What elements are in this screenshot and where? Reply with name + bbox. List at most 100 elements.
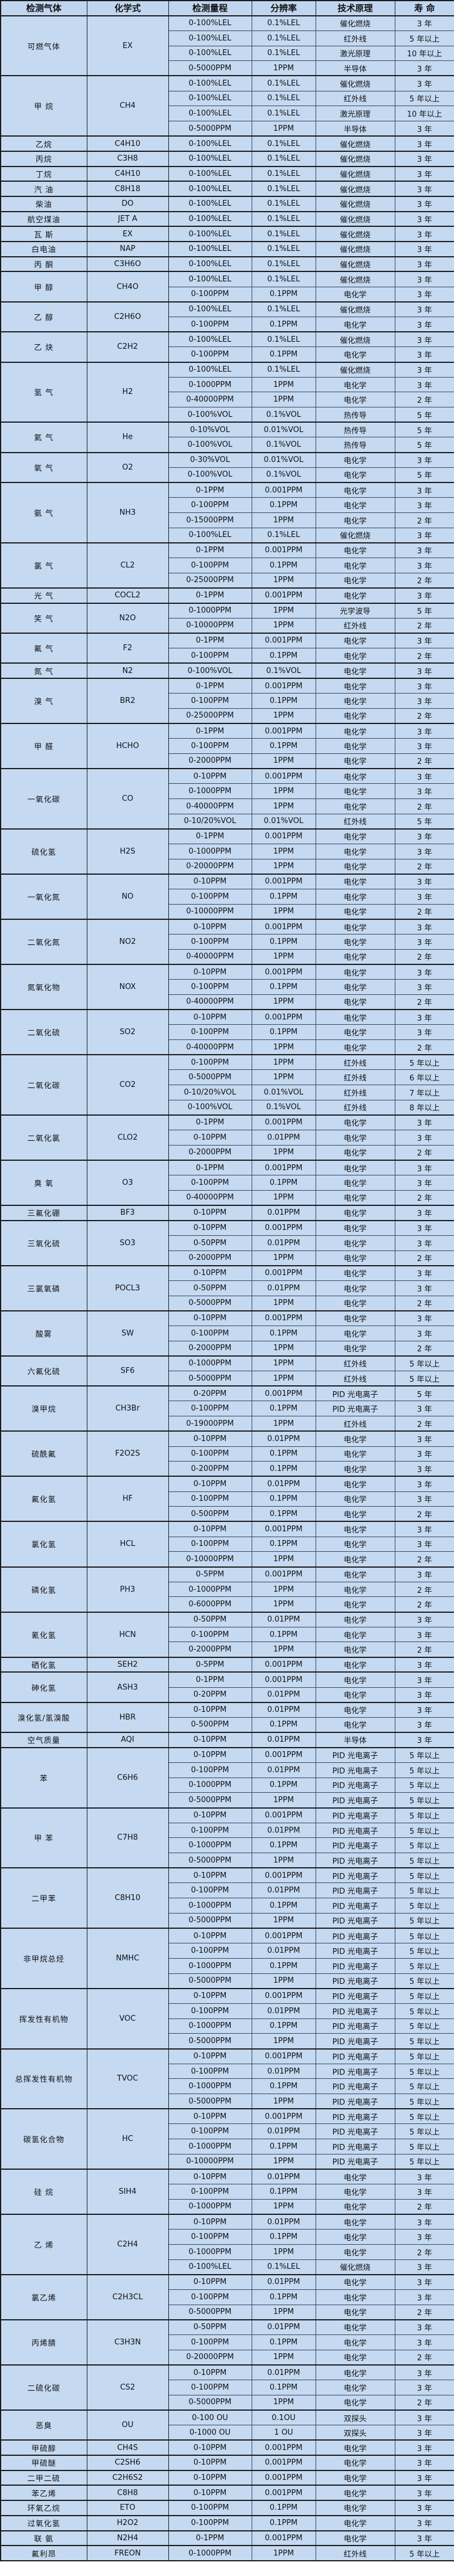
principle-cell: PID 光电离子 — [315, 2063, 395, 2079]
formula-cell: O2 — [86, 451, 169, 483]
range-cell: 0-10PPM — [168, 873, 252, 890]
range-cell: 0-1000PPM — [168, 2545, 252, 2561]
principle-cell: 催化燃烧 — [315, 15, 395, 31]
table-row: 氯化氢 HCL 0-10PPM 0.001PPM 电化学 3 年 — [0, 1521, 454, 1568]
table-row: 0-100%VOL 0.1%VOL 热传导 5 年 — [1, 437, 454, 453]
life-cell: 5 年以上 — [394, 1943, 454, 1959]
table-row: 溴 气 BR2 0-1PPM 0.001PPM 电化学 3 年 — [0, 677, 454, 724]
gas-name-cell: 三氯氧磷 — [0, 1265, 87, 1311]
table-row: 二甲苯 C8H10 0-10PPM 0.001PPM PID 光电离子 5 年以上 — [0, 1867, 454, 1929]
resolution-cell: 0.1%LEL — [251, 135, 316, 152]
table-row: 0-100PPM 0.1PPM 电化学 3 年 — [1, 1326, 454, 1341]
principle-cell: 催化燃烧 — [315, 165, 395, 182]
table-row: 0-5000PPM 1PPM PID 光电离子 5 年以上 — [1, 1853, 454, 1868]
resolution-cell: 1PPM — [251, 1551, 316, 1567]
life-cell: 3 年 — [394, 1401, 454, 1417]
gas-name-cell: 挥发性有机物 — [0, 1987, 87, 2049]
resolution-cell: 0.1PPM — [251, 1958, 316, 1974]
life-cell: 3 年 — [394, 873, 454, 890]
principle-cell: 电化学 — [315, 1491, 395, 1507]
resolution-cell: 1PPM — [251, 994, 316, 1010]
principle-cell: 电化学 — [315, 1039, 395, 1055]
table-row: 环氧乙烷 ETO 0-100PPM 0.1PPM 电化学 3 年 — [0, 2500, 454, 2516]
gas-name-cell: 二氧化氮 — [0, 918, 87, 965]
principle-cell: 红外线 — [315, 1416, 395, 1432]
life-cell: 5 年 — [394, 422, 454, 438]
formula-cell: H2S — [86, 828, 169, 875]
life-cell: 3 年 — [394, 135, 454, 152]
resolution-cell: 0.01PPM — [251, 1205, 316, 1221]
principle-cell: 电化学 — [315, 1611, 395, 1627]
life-cell: 3 年 — [394, 2469, 454, 2486]
resolution-cell: 1PPM — [251, 753, 316, 769]
table-row: 0-100PPM 0.1PPM 电化学 3 年 — [1, 2184, 454, 2200]
table-row: 臭 氧 O3 0-1PPM 0.001PPM 电化学 3 年 — [0, 1159, 454, 1206]
resolution-cell: 0.1PPM — [251, 2380, 316, 2395]
table-row: 氮 气 N2 0-100%VOL 0.1%VOL 电化学 3 年 — [0, 662, 454, 679]
life-cell: 3 年 — [394, 979, 454, 995]
gas-name-cell: 苯 — [0, 1746, 87, 1808]
header-resolution: 分辨率 — [251, 0, 316, 16]
formula-cell: H2 — [86, 361, 169, 423]
range-cell: 0-15000PPM — [168, 512, 252, 528]
life-cell: 3 年 — [394, 1130, 454, 1146]
life-cell: 5 年以上 — [394, 2063, 454, 2079]
resolution-cell: 1PPM — [251, 1355, 316, 1372]
resolution-cell: 0.1PPM — [251, 497, 316, 513]
gas-name-cell: 苯乙烯 — [0, 2485, 87, 2501]
resolution-cell: 1PPM — [251, 392, 316, 408]
resolution-cell: 0.1PPM — [251, 1626, 316, 1643]
formula-cell: CH3Br — [86, 1385, 169, 1432]
principle-cell: PID 光电离子 — [315, 1777, 395, 1793]
table-row: 0-2000PPM 1PPM 电化学 2 年 — [1, 1642, 454, 1658]
formula-cell: O3 — [86, 1159, 169, 1206]
range-cell: 0-5000PPM — [168, 2394, 252, 2411]
resolution-cell: 0.1PPM — [251, 2184, 316, 2200]
life-cell: 5 年以上 — [394, 90, 454, 107]
life-cell: 2 年 — [394, 858, 454, 875]
gas-name-cell: 柴油 — [0, 195, 87, 212]
table-row: 硒化氢 SEH2 0-5PPM 0.001PPM 电化学 3 年 — [0, 1656, 454, 1673]
formula-cell: F2 — [86, 632, 169, 664]
range-cell: 0-5000PPM — [168, 2304, 252, 2320]
table-row: 氮氧化物 NOX 0-10PPM 0.001PPM 电化学 3 年 — [0, 963, 454, 1010]
resolution-cell: 0.001PPM — [251, 1928, 316, 1944]
table-row: 0-5000PPM 1PPM 电化学 2 年 — [1, 2304, 454, 2320]
resolution-cell: 0.1PPM — [251, 2514, 316, 2531]
formula-cell: C4H10 — [86, 135, 169, 152]
formula-cell: C2SH6 — [86, 2455, 169, 2471]
gas-name-cell: 硫酰氟 — [0, 1430, 87, 1477]
gas-name-cell: 氟 气 — [0, 632, 87, 664]
gas-name-cell: 溴化氢/氢溴酸 — [0, 1701, 87, 1733]
table-row: 三氟化硼 BF3 0-10PPM 0.01PPM 电化学 3 年 — [0, 1205, 454, 1221]
life-cell: 3 年 — [394, 2485, 454, 2501]
range-cell: 0-100%LEL — [168, 210, 252, 227]
range-cell: 0-5PPM — [168, 1656, 252, 1673]
range-cell: 0-10PPM — [168, 2273, 252, 2290]
principle-cell: PID 光电离子 — [315, 1807, 395, 1823]
range-cell: 0-10/20%VOL — [168, 813, 252, 830]
table-row: 氨 气 NH3 0-1PPM 0.001PPM 电化学 3 年 — [0, 482, 454, 543]
principle-cell: 红外线 — [315, 617, 395, 634]
resolution-cell: 0.001PPM — [251, 828, 316, 844]
table-row: 0-1000PPM 0.1PPM PID 光电离子 5 年以上 — [1, 2139, 454, 2154]
principle-cell: PID 光电离子 — [315, 2033, 395, 2049]
table-row: 溴甲烷 CH3Br 0-20PPM 0.001PPM PID 光电离子 5 年 — [0, 1385, 454, 1432]
life-cell: 2 年 — [394, 1642, 454, 1658]
resolution-cell: 0.01PPM — [251, 1280, 316, 1296]
range-cell: 0-100PPM — [168, 557, 252, 573]
formula-cell: SEH2 — [86, 1656, 169, 1673]
principle-cell: PID 光电离子 — [315, 1973, 395, 1989]
resolution-cell: 0.1PPM — [251, 979, 316, 995]
principle-cell: PID 光电离子 — [315, 2153, 395, 2170]
gas-name-cell: 甲 烷 — [0, 75, 87, 137]
resolution-cell: 1PPM — [251, 903, 316, 920]
table-row: 0-10/20%VOL 0.01%VOL 红外线 5 年 — [1, 813, 454, 830]
life-cell: 2 年 — [394, 994, 454, 1010]
gas-name-cell: 甲硫醚 — [0, 2455, 87, 2471]
life-cell: 3 年 — [394, 2410, 454, 2426]
range-cell: 0-100PPM — [168, 2123, 252, 2140]
resolution-cell: 0.001PPM — [251, 1009, 316, 1025]
formula-cell: TVOC — [86, 2048, 169, 2109]
range-cell: 0-1PPM — [168, 677, 252, 694]
